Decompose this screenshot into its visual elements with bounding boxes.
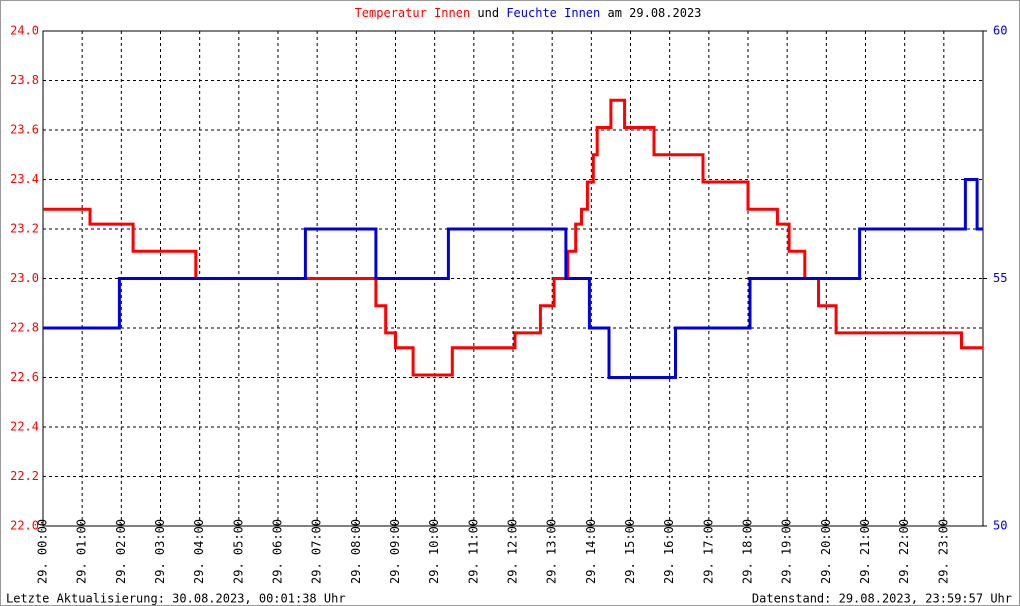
x-tick-label: 29. 23:00	[936, 519, 950, 584]
title-part: und	[477, 6, 499, 20]
x-tick-label: 29. 06:00	[271, 519, 285, 584]
y-tick-label: 23.8	[10, 73, 39, 87]
x-tick-label: 29. 07:00	[310, 519, 324, 584]
series-line	[43, 98, 983, 377]
y-tick-label: 23.4	[10, 172, 39, 186]
x-tick-label: 29. 11:00	[466, 519, 480, 584]
y-tick-label: 23.0	[10, 271, 39, 285]
series-line	[43, 178, 983, 379]
chart-title: Temperatur Innen und Feuchte Innen am 29…	[355, 6, 702, 20]
x-tick-label: 29. 09:00	[388, 519, 402, 584]
plot-frame	[42, 30, 984, 527]
y-tick-label: 22.4	[10, 420, 39, 434]
x-tick-label: 29. 14:00	[584, 519, 598, 584]
x-tick-label: 29. 08:00	[349, 519, 363, 584]
x-tick-label: 29. 22:00	[897, 519, 911, 584]
x-tick-label: 29. 20:00	[819, 519, 833, 584]
y-tick-label: 24.0	[10, 24, 39, 38]
x-tick-label: 29. 15:00	[623, 519, 637, 584]
x-tick-label: 29. 02:00	[114, 519, 128, 584]
x-tick-label: 29. 13:00	[545, 519, 559, 584]
x-tick-label: 29. 03:00	[153, 519, 167, 584]
x-tick-label: 29. 21:00	[858, 519, 872, 584]
title-series-1: Temperatur Innen	[355, 6, 471, 20]
y-tick-label: 23.6	[10, 123, 39, 137]
x-tick-label: 29. 17:00	[701, 519, 715, 584]
y2-tick-label: 50	[993, 519, 1007, 533]
x-tick-label: 29. 16:00	[662, 519, 676, 584]
x-tick-label: 29. 19:00	[780, 519, 794, 584]
x-tick-label: 29. 12:00	[506, 519, 520, 584]
title-part: am 29.08.2023	[607, 6, 701, 20]
y-tick-label: 23.2	[10, 222, 39, 236]
title-series-2: Feuchte Innen	[506, 6, 600, 20]
x-tick-label: 29. 00:00	[36, 519, 50, 584]
x-tick-label: 29. 18:00	[741, 519, 755, 584]
x-tick-label: 29. 10:00	[427, 519, 441, 584]
y2-tick-label: 60	[993, 24, 1007, 38]
y-tick-label: 22.6	[10, 370, 39, 384]
footer-right: Datenstand: 29.08.2023, 23:59:57 Uhr	[752, 592, 1012, 606]
x-tick-label: 29. 05:00	[231, 519, 245, 584]
x-tick-label: 29. 04:00	[192, 519, 206, 584]
footer-left: Letzte Aktualisierung: 30.08.2023, 00:01…	[6, 592, 346, 606]
y2-tick-label: 55	[993, 271, 1007, 285]
x-tick-label: 29. 01:00	[75, 519, 89, 584]
y-tick-label: 22.8	[10, 321, 39, 335]
y-tick-label: 22.2	[10, 469, 39, 483]
y-tick-label: 22.0	[10, 519, 39, 533]
